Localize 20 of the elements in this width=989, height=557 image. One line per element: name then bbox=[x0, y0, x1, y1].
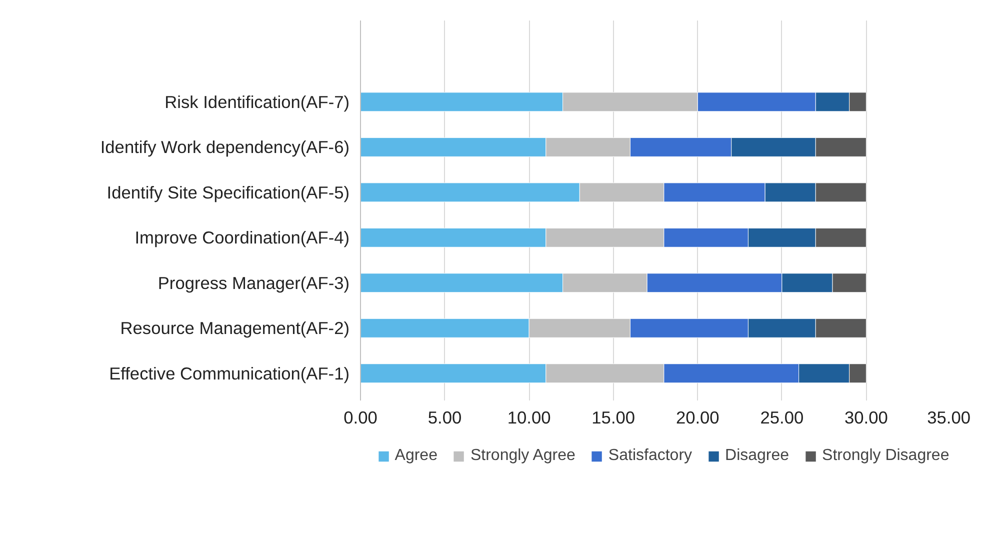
legend-label: Satisfactory bbox=[608, 447, 692, 465]
legend-label: Agree bbox=[394, 447, 438, 465]
x-tick-label: 20.00 bbox=[676, 408, 720, 428]
x-tick-label: 35.00 bbox=[927, 408, 971, 428]
x-tick-label: 10.00 bbox=[507, 408, 551, 428]
legend-label: Disagree bbox=[725, 447, 790, 465]
y-tick-label: Risk Identification(AF-7) bbox=[164, 92, 350, 112]
x-tick-label: 25.00 bbox=[760, 408, 804, 428]
x-tick-label: 30.00 bbox=[844, 408, 888, 428]
x-tick-label: 0.00 bbox=[344, 408, 378, 428]
y-tick-label: Improve Coordination(AF-4) bbox=[134, 228, 350, 248]
x-tick-label: 5.00 bbox=[428, 408, 462, 428]
x-tick-label: 15.00 bbox=[592, 408, 636, 428]
legend-label: Strongly Agree bbox=[470, 447, 576, 465]
y-tick-label: Progress Manager(AF-3) bbox=[158, 272, 350, 293]
y-tick-label: Effective Communication(AF-1) bbox=[109, 363, 350, 384]
y-tick-label: Identify Work dependency(AF-6) bbox=[100, 137, 350, 158]
y-tick-label: Resource Management(AF-2) bbox=[120, 318, 350, 338]
y-tick-label: Identify Site Specification(AF-5) bbox=[106, 182, 350, 202]
legend-label: Strongly Disagree bbox=[822, 447, 950, 465]
